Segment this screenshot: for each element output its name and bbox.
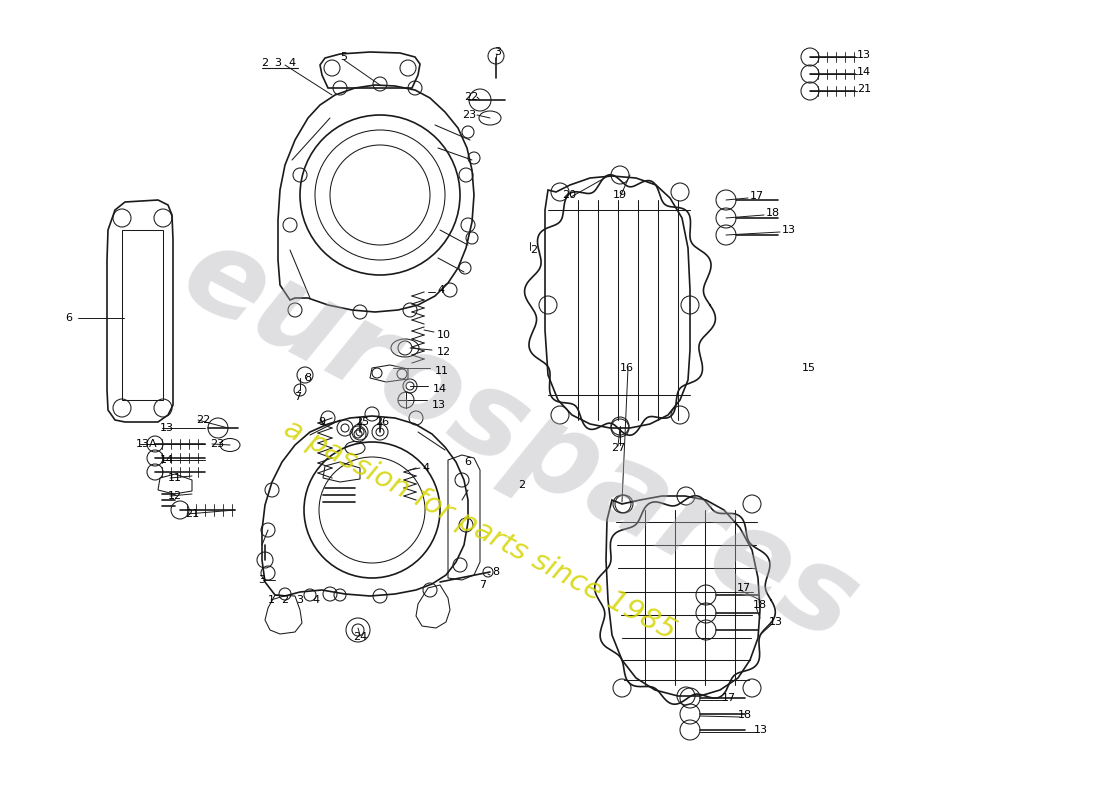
Text: eurospares: eurospares [164, 214, 877, 666]
Text: 13: 13 [160, 423, 174, 433]
Text: 2: 2 [518, 480, 525, 490]
Text: 3: 3 [297, 595, 304, 605]
Text: 11: 11 [168, 473, 182, 483]
Text: 21: 21 [185, 509, 199, 519]
Text: a passion for parts since 1985: a passion for parts since 1985 [279, 414, 681, 646]
Text: 10: 10 [437, 330, 451, 340]
Text: 23: 23 [462, 110, 476, 120]
Text: 26: 26 [375, 417, 389, 427]
Text: 12: 12 [437, 347, 451, 357]
Text: 18: 18 [754, 600, 767, 610]
Text: 17: 17 [722, 693, 736, 703]
Text: 3: 3 [275, 58, 282, 68]
Text: 4: 4 [288, 58, 296, 68]
Text: 2: 2 [282, 595, 288, 605]
Text: 13: 13 [432, 400, 446, 410]
Text: 11: 11 [434, 366, 449, 376]
Text: 19: 19 [613, 190, 627, 200]
Text: 13: 13 [857, 50, 871, 60]
Text: 4: 4 [437, 285, 444, 295]
Text: 6: 6 [464, 457, 471, 467]
Text: 4: 4 [422, 463, 429, 473]
Text: 21: 21 [857, 84, 871, 94]
Text: 17: 17 [737, 583, 751, 593]
Text: 13: 13 [754, 725, 768, 735]
Text: 1: 1 [267, 595, 275, 605]
Text: 8: 8 [492, 567, 499, 577]
Text: 7: 7 [478, 580, 486, 590]
Text: 24: 24 [353, 632, 367, 642]
Text: 16: 16 [620, 363, 634, 373]
Text: 6: 6 [65, 313, 72, 323]
Text: 15: 15 [802, 363, 816, 373]
Text: 2: 2 [262, 58, 268, 68]
Text: 18: 18 [738, 710, 752, 720]
Text: 23: 23 [210, 439, 224, 449]
Text: 3: 3 [258, 575, 265, 585]
Text: 5: 5 [341, 52, 348, 62]
Text: 18: 18 [766, 208, 780, 218]
Text: 14: 14 [433, 384, 447, 394]
Text: 25: 25 [355, 417, 370, 427]
Text: 22: 22 [464, 92, 478, 102]
Text: 14: 14 [857, 67, 871, 77]
Text: 14: 14 [160, 455, 174, 465]
Text: 12: 12 [168, 491, 183, 501]
Text: 13: 13 [769, 617, 783, 627]
Text: 2: 2 [530, 245, 537, 255]
Text: 9: 9 [318, 417, 326, 427]
Text: 20: 20 [562, 190, 576, 200]
Text: 27: 27 [610, 443, 625, 453]
Text: 13A: 13A [136, 439, 157, 449]
Text: 8: 8 [305, 373, 311, 383]
Text: 3: 3 [495, 47, 502, 57]
Text: 17: 17 [750, 191, 764, 201]
Text: 4: 4 [312, 595, 320, 605]
Text: 22: 22 [196, 415, 210, 425]
Text: 13: 13 [782, 225, 796, 235]
Text: 7: 7 [295, 392, 301, 402]
